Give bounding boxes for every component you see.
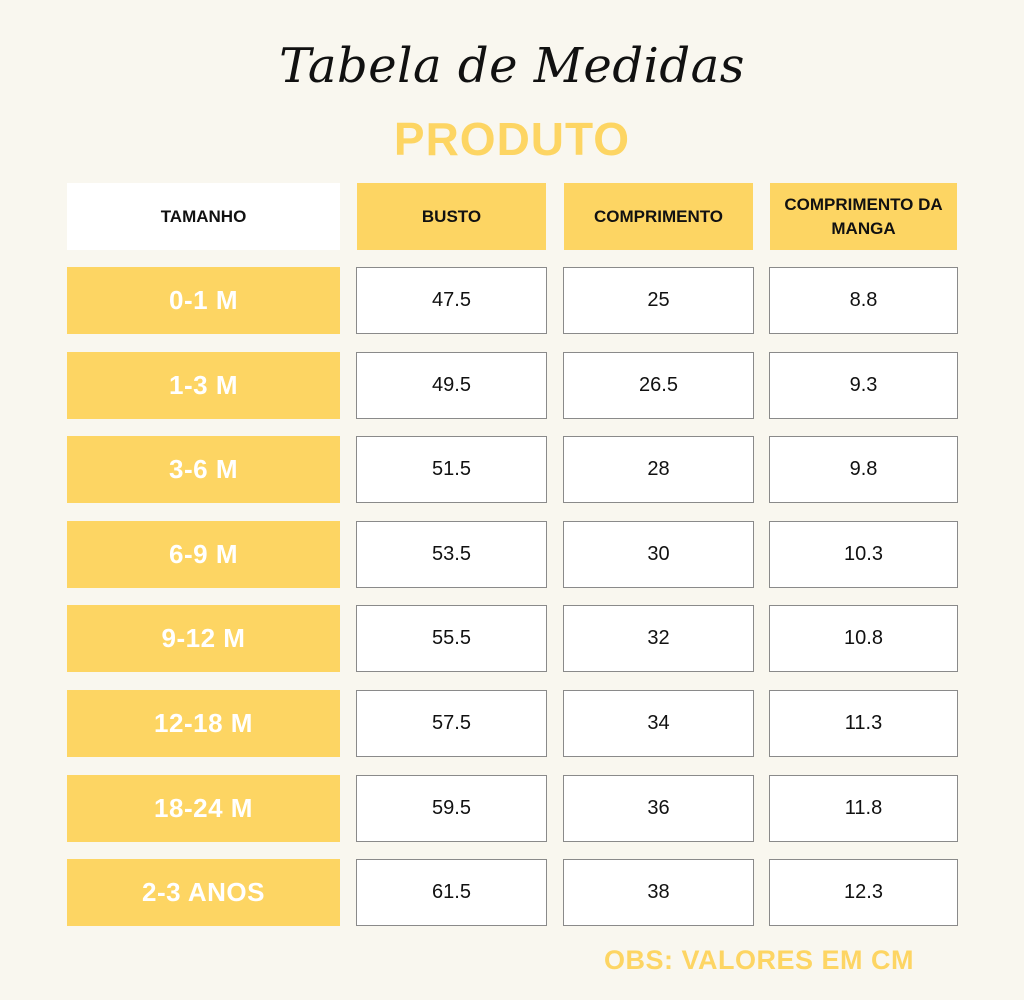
page-subtitle: PRODUTO xyxy=(393,113,631,165)
manga-cell: 11.3 xyxy=(769,690,958,757)
manga-cell: 9.3 xyxy=(769,352,958,419)
comprimento-cell: 30 xyxy=(563,521,754,588)
busto-cell: 57.5 xyxy=(356,690,547,757)
units-note: OBS: VALORES EM CM xyxy=(604,945,915,975)
manga-cell: 10.3 xyxy=(769,521,958,588)
size-cell: 6-9 M xyxy=(67,521,340,588)
header-tamanho: TAMANHO xyxy=(67,183,340,250)
busto-cell: 55.5 xyxy=(356,605,547,672)
manga-cell: 10.8 xyxy=(769,605,958,672)
manga-cell: 12.3 xyxy=(769,859,958,926)
size-cell: 18-24 M xyxy=(67,775,340,842)
manga-cell: 8.8 xyxy=(769,267,958,334)
size-cell: 3-6 M xyxy=(67,436,340,503)
header-comprimento-manga: COMPRIMENTO DA MANGA xyxy=(770,183,957,250)
busto-cell: 49.5 xyxy=(356,352,547,419)
busto-cell: 61.5 xyxy=(356,859,547,926)
busto-cell: 59.5 xyxy=(356,775,547,842)
comprimento-cell: 32 xyxy=(563,605,754,672)
comprimento-cell: 26.5 xyxy=(563,352,754,419)
busto-cell: 47.5 xyxy=(356,267,547,334)
size-cell: 1-3 M xyxy=(67,352,340,419)
size-cell: 9-12 M xyxy=(67,605,340,672)
page-title: Tabela de Medidas xyxy=(279,38,745,94)
comprimento-cell: 38 xyxy=(563,859,754,926)
header-busto: BUSTO xyxy=(357,183,546,250)
comprimento-cell: 36 xyxy=(563,775,754,842)
comprimento-cell: 34 xyxy=(563,690,754,757)
size-cell: 12-18 M xyxy=(67,690,340,757)
size-cell: 0-1 M xyxy=(67,267,340,334)
size-cell: 2-3 ANOS xyxy=(67,859,340,926)
manga-cell: 11.8 xyxy=(769,775,958,842)
manga-cell: 9.8 xyxy=(769,436,958,503)
comprimento-cell: 28 xyxy=(563,436,754,503)
busto-cell: 51.5 xyxy=(356,436,547,503)
header-comprimento: COMPRIMENTO xyxy=(564,183,753,250)
comprimento-cell: 25 xyxy=(563,267,754,334)
busto-cell: 53.5 xyxy=(356,521,547,588)
